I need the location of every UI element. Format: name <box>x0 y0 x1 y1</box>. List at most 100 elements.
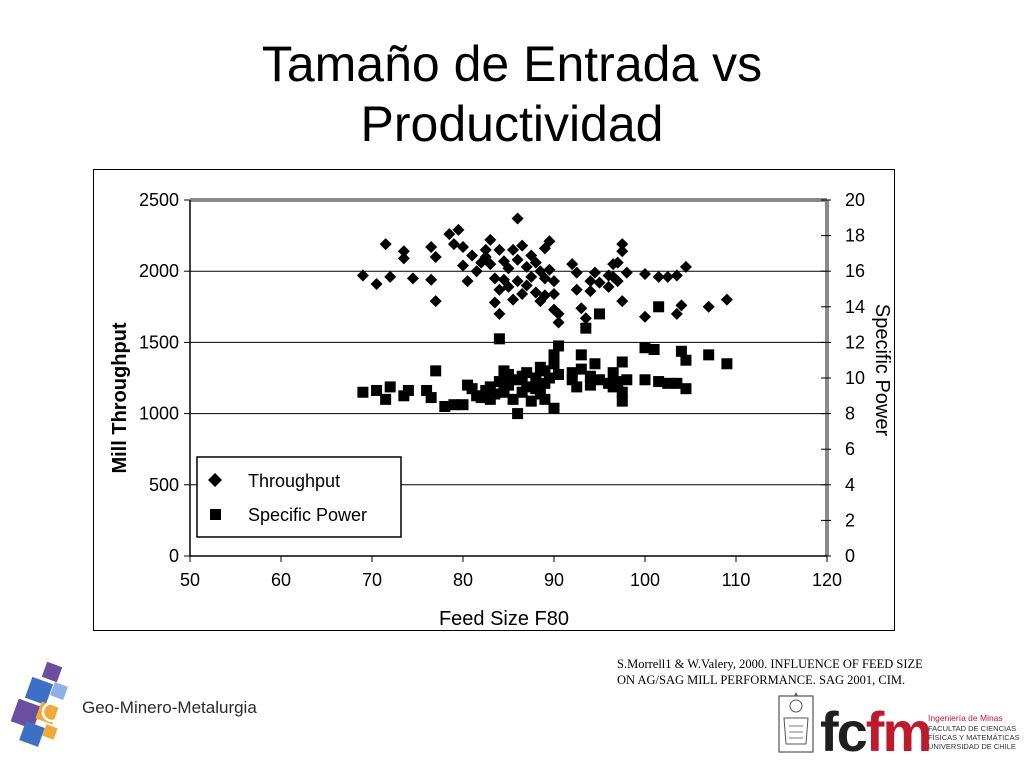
specific-power-point-44 <box>548 349 560 361</box>
throughput-point-31 <box>502 262 515 275</box>
geo-minero-metalurgia-logo <box>10 662 68 747</box>
throughput-point-41 <box>520 279 533 292</box>
x-tick-label-120: 120 <box>812 570 842 590</box>
throughput-point-79 <box>652 270 665 283</box>
throughput-point-34 <box>507 293 520 306</box>
throughput-point-16 <box>461 275 474 288</box>
throughput-point-84 <box>679 260 692 273</box>
throughput-point-74 <box>616 245 629 258</box>
throughput-point-49 <box>538 272 551 285</box>
specific-power-point-2 <box>380 393 392 405</box>
specific-power-point-10 <box>448 399 460 411</box>
throughput-point-9 <box>429 250 442 263</box>
specific-power-point-48 <box>566 374 578 386</box>
throughput-point-63 <box>584 275 597 288</box>
specific-power-point-45 <box>553 340 565 352</box>
specific-power-point-15 <box>475 392 487 404</box>
specific-power-point-65 <box>621 374 633 386</box>
throughput-point-20 <box>479 243 492 256</box>
specific-power-point-76 <box>703 349 715 361</box>
tick-labels: 50 60 70 80 90 100 110 120050010001500200025000… <box>139 190 865 590</box>
throughput-point-25 <box>488 296 501 309</box>
y2-tick-label-14: 14 <box>845 297 865 317</box>
chart-legend: Throughput Specific Power <box>196 456 402 538</box>
throughput-point-42 <box>525 249 538 262</box>
specific-power-point-53 <box>584 370 596 382</box>
specific-power-point-46 <box>553 368 565 380</box>
throughput-point-32 <box>502 280 515 293</box>
specific-power-point-57 <box>594 374 605 386</box>
specific-power-point-59 <box>607 367 619 379</box>
y2-tick-label-16: 16 <box>845 261 865 281</box>
y-tick-label-1000: 1000 <box>139 404 179 424</box>
throughput-point-0 <box>356 269 369 282</box>
specific-power-point-11 <box>457 399 469 411</box>
specific-power-point-32 <box>521 381 533 393</box>
fcfm-subtitle: Ingeniería de Minas FACULTAD DE CIENCIAS… <box>928 713 1024 751</box>
specific-power-point-1 <box>371 384 383 396</box>
x-tick-label-90: 90 <box>544 570 564 590</box>
specific-power-point-6 <box>421 384 433 396</box>
fcfm-university: UNIVERSIDAD DE CHILE <box>928 742 1016 751</box>
specific-power-point-23 <box>498 386 510 398</box>
y2-tick-label-10: 10 <box>845 368 865 388</box>
throughput-point-52 <box>543 263 556 276</box>
y-tick-label-500: 500 <box>149 475 179 495</box>
throughput-point-76 <box>620 266 633 279</box>
specific-power-point-75 <box>680 383 692 395</box>
throughput-point-72 <box>611 275 624 288</box>
specific-power-point-26 <box>507 393 519 405</box>
legend-entry-throughput: Throughput <box>248 471 340 491</box>
specific-power-point-27 <box>512 408 524 420</box>
throughput-point-53 <box>548 275 560 288</box>
y-tick-label-0: 0 <box>169 546 179 566</box>
throughput-point-58 <box>566 258 579 271</box>
universidad-de-chile-seal <box>778 692 814 753</box>
specific-power-point-50 <box>575 349 587 361</box>
throughput-point-50 <box>538 289 551 302</box>
specific-power-point-25 <box>503 379 514 391</box>
throughput-point-40 <box>520 260 533 273</box>
throughput-point-8 <box>425 240 438 253</box>
specific-power-point-66 <box>639 374 651 386</box>
throughput-point-35 <box>511 212 524 225</box>
throughput-point-54 <box>548 287 560 300</box>
throughput-point-59 <box>570 266 583 279</box>
throughput-point-55 <box>548 303 560 316</box>
y-tick-label-1500: 1500 <box>139 332 179 352</box>
throughput-point-26 <box>493 283 506 296</box>
specific-power-point-68 <box>648 344 660 356</box>
specific-power-point-19 <box>489 388 501 400</box>
throughput-point-15 <box>457 259 469 272</box>
x-tick-label-110: 110 <box>722 570 751 590</box>
throughput-point-14 <box>457 240 469 253</box>
throughput-point-85 <box>702 300 715 313</box>
specific-power-point-70 <box>653 301 665 313</box>
geo-logo-text: Geo-Minero-Metalurgia <box>82 698 257 717</box>
data-points <box>356 212 733 420</box>
specific-power-point-31 <box>521 367 533 379</box>
slide-title-line2: Productividad <box>360 96 664 152</box>
specific-power-point-7 <box>425 392 437 404</box>
specific-power-point-33 <box>525 395 537 407</box>
y2-tick-label-2: 2 <box>845 510 855 530</box>
fcfm-faculty-line1: FACULTAD DE CIENCIAS <box>928 724 1017 733</box>
specific-power-point-40 <box>539 393 551 405</box>
specific-power-point-20 <box>493 376 505 388</box>
throughput-point-45 <box>529 286 542 299</box>
specific-power-point-77 <box>721 358 733 370</box>
specific-power-point-54 <box>584 379 596 391</box>
throughput-point-48 <box>538 242 551 255</box>
throughput-point-81 <box>670 269 683 282</box>
throughput-point-65 <box>588 266 601 279</box>
throughput-point-10 <box>429 295 442 308</box>
x-tick-label-50: 50 <box>180 570 200 590</box>
specific-power-point-51 <box>575 363 587 375</box>
specific-power-point-64 <box>616 395 628 407</box>
y2-tick-label-12: 12 <box>845 332 865 352</box>
specific-power-point-0 <box>357 386 369 398</box>
throughput-point-6 <box>406 272 419 285</box>
specific-power-point-38 <box>539 365 551 377</box>
specific-power-point-3 <box>384 381 396 393</box>
x-tick-label-100: 100 <box>630 570 660 590</box>
